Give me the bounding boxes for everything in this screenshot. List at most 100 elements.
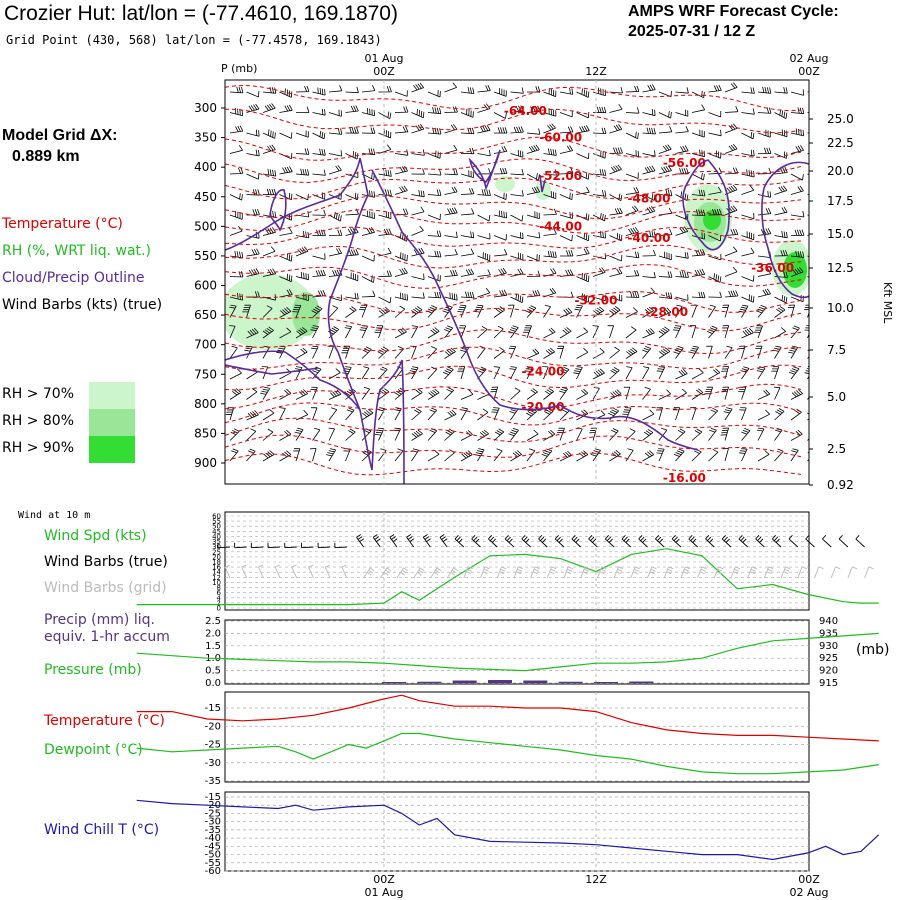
wind-barb	[625, 448, 634, 462]
wind-barb-true	[234, 542, 247, 549]
wind-barb-grid	[496, 566, 507, 579]
wind-barb	[790, 128, 805, 137]
wind-barb	[658, 307, 672, 318]
wind-barb-grid	[546, 566, 557, 579]
wind-barb	[625, 226, 639, 236]
wind-barb	[708, 253, 722, 261]
wind-barb	[592, 127, 607, 134]
panel-tick-label: 2.0	[205, 628, 221, 639]
wind-barb	[312, 366, 322, 380]
wind-barb	[774, 231, 788, 239]
wind-barb	[460, 170, 474, 178]
wind-barb	[229, 167, 244, 175]
wind-barb	[609, 193, 623, 202]
wind-barb	[490, 386, 499, 400]
wind-barb	[427, 90, 441, 98]
wind-barb	[508, 304, 515, 318]
pressure-tick-label: 500	[194, 219, 217, 233]
wind-barb-true	[334, 542, 347, 549]
wind-barb	[328, 150, 343, 157]
wind-panel-tick-label: 40	[212, 533, 221, 541]
wind-barb	[411, 189, 425, 198]
wind-barb	[724, 167, 739, 175]
wind-barb	[691, 172, 705, 181]
wind-barb	[394, 327, 407, 339]
wind-barb	[757, 190, 772, 198]
wind-barb	[361, 148, 376, 156]
wind-barb	[444, 106, 458, 113]
wind-barb	[642, 287, 655, 298]
pressure-tick-label: 400	[194, 160, 217, 174]
wind-barb	[411, 429, 423, 441]
wind-barb	[493, 167, 508, 175]
rh-swatch-70	[89, 382, 135, 409]
temperature-contour-line	[225, 108, 802, 134]
bottom-hour-label-1: 00Z	[373, 873, 395, 886]
wind-barb	[592, 212, 606, 222]
wind-barb	[790, 229, 805, 236]
wind-barb-grid	[580, 566, 590, 579]
wind-barb	[229, 86, 244, 94]
wind-barb	[675, 226, 689, 236]
wind-barb	[361, 408, 374, 421]
wind-barb	[427, 213, 441, 221]
pressure-right-tick-label: 920	[819, 666, 838, 677]
wind-barb	[576, 388, 589, 400]
wind-barb	[543, 347, 555, 359]
wind-barb	[460, 188, 475, 195]
wind-barb	[394, 407, 402, 421]
wind-barb	[229, 145, 243, 154]
wind-barb	[444, 82, 458, 93]
wind-barb	[658, 251, 672, 261]
wind-barb	[592, 267, 606, 277]
legend-wind-speed: Wind Spd (kts)	[44, 528, 147, 544]
wind-barb	[790, 267, 804, 277]
wind-barb-grid	[763, 566, 774, 579]
wind-barb	[477, 214, 491, 222]
wind-barb-true	[855, 534, 865, 548]
wind-barb-true	[721, 534, 732, 548]
wind-barb	[246, 129, 260, 137]
wind-barb	[510, 190, 524, 197]
wind-barb	[345, 249, 359, 257]
panel-tick-label: -40	[205, 833, 221, 844]
wind-barb	[343, 448, 351, 462]
wind-barb	[295, 327, 308, 339]
wind-barb	[328, 247, 343, 257]
wind-barb-grid	[446, 567, 458, 579]
wind-barb	[510, 149, 524, 158]
rh-swatch-80	[89, 409, 135, 436]
wind-barb	[229, 250, 244, 259]
precip-bar	[452, 680, 477, 683]
legend-precip: Precip (mm) liq. equiv. 1-hr accum	[44, 612, 170, 645]
panel-tick-label: 2.5	[205, 616, 221, 627]
wind-barb	[510, 168, 524, 176]
wind-barb	[708, 427, 717, 441]
wind-barb	[312, 427, 321, 441]
wind-barb	[444, 231, 458, 238]
wind-barb	[757, 389, 771, 400]
panel-tick-label: -30	[205, 758, 221, 769]
panel-tick-label: -60	[205, 866, 221, 877]
wind-barb-grid	[430, 567, 442, 579]
wind-barb-true	[838, 534, 849, 548]
wind-barb	[757, 129, 771, 138]
wind-barb	[590, 448, 601, 462]
wind-panel-tick-label: 8	[217, 584, 221, 592]
wind-barb-true	[588, 534, 598, 548]
wind-barb	[691, 368, 704, 380]
wind-barb	[559, 167, 574, 175]
dewpoint-line	[136, 732, 879, 775]
wind-barb	[279, 368, 292, 380]
wind-barb	[345, 192, 359, 201]
wind-barb	[510, 214, 524, 222]
wind-barb	[442, 366, 454, 380]
wind-barb	[361, 127, 376, 134]
wind-barb	[427, 107, 442, 115]
wind-barb	[525, 305, 537, 318]
temperature-contour-line	[225, 434, 802, 458]
wind-barb	[345, 86, 359, 94]
wind-barb	[642, 346, 652, 359]
wind-panel-tick-label: 0	[217, 605, 221, 613]
wind-barb	[225, 407, 235, 421]
